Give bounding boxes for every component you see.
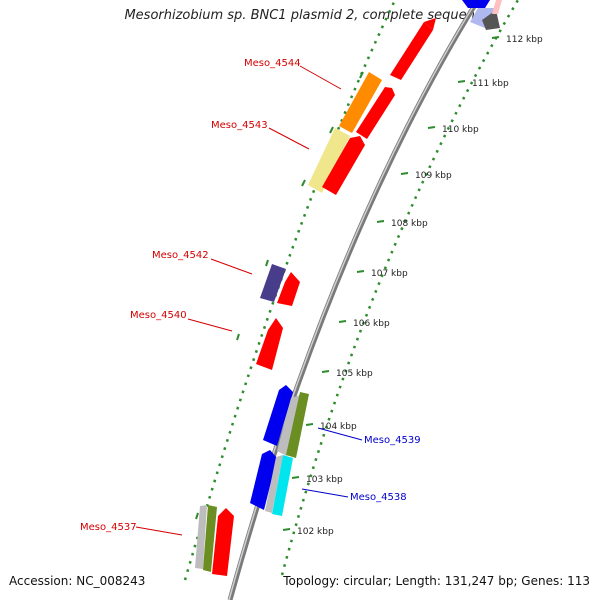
gene-gray-g <box>195 505 207 569</box>
gene-gray-f <box>265 455 283 513</box>
tick-mark <box>321 370 330 373</box>
accession-label: Accession: <box>9 574 73 588</box>
gene-blue-f <box>250 450 277 510</box>
gene-meso-4542 <box>260 264 286 302</box>
length-value: 131,247 bp <box>444 574 514 588</box>
gene-label-group: Meso_4544 Meso_4543 Meso_4542 Meso_4540 … <box>80 58 421 533</box>
gene-meso-4539 <box>286 392 309 458</box>
tick-mark <box>427 126 436 129</box>
gene-red-a2 <box>424 18 436 30</box>
tick-label: 108 kbp <box>391 219 428 229</box>
tick-mark <box>305 423 314 426</box>
accession-info: Accession: NC_008243 <box>9 574 145 588</box>
gene-label-meso-4544: Meso_4544 <box>244 58 301 69</box>
tick-mark <box>491 36 500 39</box>
accession-value: NC_008243 <box>76 574 146 588</box>
gene-meso-4537 <box>203 505 217 572</box>
tick-label: 105 kbp <box>336 369 373 379</box>
length-label: Length: <box>395 574 441 588</box>
gene-label-meso-4538: Meso_4538 <box>350 492 407 503</box>
gene-label-meso-4537: Meso_4537 <box>80 522 137 533</box>
gene-label-meso-4543: Meso_4543 <box>211 120 268 131</box>
tick-mark <box>291 476 300 479</box>
tick-label: 111 kbp <box>472 79 509 89</box>
tick-mark <box>376 220 385 223</box>
tick-mark <box>356 270 365 273</box>
tick-mark <box>400 172 409 175</box>
genes-label: Genes: <box>521 574 564 588</box>
gene-blue-top <box>462 0 490 8</box>
tick-label: 110 kbp <box>442 125 479 135</box>
tick-mark <box>282 528 291 531</box>
gene-blue-e <box>263 385 293 446</box>
sequence-summary: Topology: circular; Length: 131,247 bp; … <box>283 574 590 588</box>
outer-ring-dashes <box>195 71 364 520</box>
topology-value: circular <box>343 574 388 588</box>
gene-gray-e <box>277 395 300 456</box>
gene-red-a <box>390 22 433 80</box>
genes-value: 113 <box>567 574 590 588</box>
gene-meso-4540 <box>256 318 283 370</box>
gene-meso-4538 <box>272 455 293 516</box>
tick-label: 106 kbp <box>353 319 390 329</box>
label-leaders <box>135 65 363 536</box>
topology-label: Topology: <box>283 574 340 588</box>
gene-label-meso-4542: Meso_4542 <box>152 250 209 261</box>
tick-mark <box>457 80 466 83</box>
gene-label-meso-4540: Meso_4540 <box>130 310 187 321</box>
gene-features <box>195 0 502 576</box>
gene-meso-4543 <box>308 128 350 193</box>
tick-label: 107 kbp <box>371 269 408 279</box>
tick-marks <box>282 36 500 531</box>
tick-label: 104 kbp <box>320 422 357 432</box>
tick-label: 109 kbp <box>415 171 452 181</box>
gene-red-g <box>212 508 234 576</box>
tick-labels: 102 kbp 103 kbp 104 kbp 105 kbp 106 kbp 107 k… <box>297 35 543 537</box>
map-title: Mesorhizobium sp. BNC1 plasmid 2, comple… <box>124 8 490 23</box>
tick-label: 102 kbp <box>297 527 334 537</box>
inner-dotted-ring <box>280 0 520 576</box>
tick-label: 112 kbp <box>506 35 543 45</box>
tick-mark <box>338 320 347 323</box>
gene-lightblue-top <box>470 8 496 28</box>
gene-pink-top <box>492 0 502 14</box>
outer-dotted-ring <box>183 0 397 581</box>
gene-red-d <box>277 272 300 306</box>
gene-red-b <box>356 87 395 139</box>
tick-label: 103 kbp <box>306 475 343 485</box>
gene-red-c <box>322 136 365 195</box>
gene-gray-top <box>482 10 500 30</box>
gene-label-meso-4539: Meso_4539 <box>364 435 421 446</box>
gene-meso-4544 <box>339 72 382 133</box>
